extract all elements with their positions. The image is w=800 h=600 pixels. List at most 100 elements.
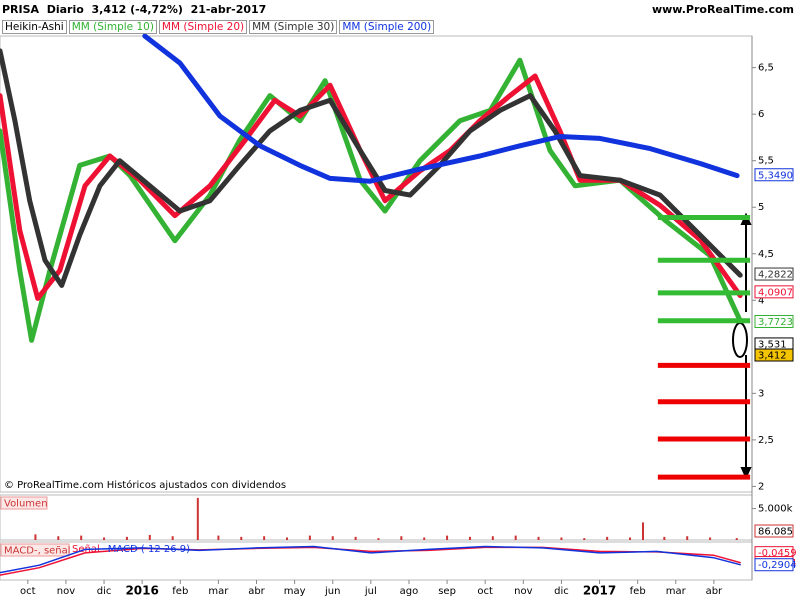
y-tick-label: 6,5 bbox=[758, 63, 774, 74]
x-tick-label: mar bbox=[666, 586, 687, 597]
y-tick-label: 5,5 bbox=[758, 156, 774, 167]
x-tick-label: jun bbox=[324, 586, 340, 597]
x-tick-label: 2017 bbox=[583, 584, 616, 598]
volume-bar bbox=[240, 536, 243, 540]
volume-bar bbox=[400, 536, 403, 540]
y-tick-label: 4,5 bbox=[758, 249, 774, 260]
x-tick-label: dic bbox=[554, 586, 569, 597]
volume-bar bbox=[514, 535, 517, 540]
volume-bar bbox=[560, 537, 563, 540]
volume-bar bbox=[735, 538, 738, 540]
volume-bar bbox=[663, 536, 666, 540]
y-tick-label: 2,5 bbox=[758, 435, 774, 446]
price-label: 3,412 bbox=[758, 351, 787, 362]
series-line bbox=[0, 48, 743, 288]
x-tick-label: ago bbox=[400, 586, 419, 597]
date: 21-abr-2017 bbox=[190, 3, 267, 16]
x-tick-label: may bbox=[284, 586, 306, 597]
x-tick-label: abr bbox=[248, 586, 265, 597]
period: Diario bbox=[46, 3, 84, 16]
price-label: 4,2822 bbox=[758, 270, 793, 281]
x-tick-label: nov bbox=[57, 586, 75, 597]
panel-title-box bbox=[0, 496, 48, 510]
last-value: 86.085 bbox=[758, 527, 793, 538]
series-line bbox=[0, 545, 741, 574]
legend-item: MM (Simple 10) bbox=[68, 20, 157, 34]
volume-bar bbox=[171, 536, 174, 540]
y-tick-label: 5 bbox=[758, 202, 764, 213]
x-tick-label: nov bbox=[514, 586, 532, 597]
volume-bar bbox=[263, 536, 266, 540]
panel-title: Volumen bbox=[4, 499, 48, 510]
price-label-box bbox=[754, 267, 794, 281]
volume-bar bbox=[125, 536, 128, 540]
volume-bar bbox=[57, 536, 60, 540]
volume-bar bbox=[80, 535, 83, 540]
price-label: 3,531 bbox=[758, 339, 787, 350]
header: PRISA Diario 3,412 (-4,72%) 21-abr-2017 bbox=[2, 3, 266, 16]
x-tick-label: oct bbox=[477, 586, 493, 597]
volume-bar bbox=[491, 536, 494, 540]
volume-bar bbox=[217, 535, 220, 540]
volume-bar bbox=[377, 538, 380, 540]
x-tick-label: sep bbox=[438, 586, 456, 597]
legend-item: MACD ( 12 26 9) bbox=[108, 544, 190, 555]
price: 3,412 (-4,72%) bbox=[91, 3, 183, 16]
price-label: 5,3490 bbox=[758, 170, 793, 181]
volume-bar bbox=[34, 534, 37, 540]
panel-title-box bbox=[0, 543, 70, 557]
price-label-box bbox=[754, 314, 794, 328]
price-label-box bbox=[754, 348, 794, 362]
x-tick-label: feb bbox=[172, 586, 188, 597]
series-line bbox=[142, 33, 740, 184]
symbol: PRISA bbox=[2, 3, 40, 16]
y-tick-label: 2 bbox=[758, 481, 764, 492]
x-tick-label: oct bbox=[20, 586, 36, 597]
y-tick-label: 5.000k bbox=[758, 504, 793, 515]
volume-bar bbox=[629, 537, 632, 540]
volume-bar bbox=[468, 536, 471, 540]
x-tick-label: abr bbox=[706, 586, 723, 597]
volume-bar bbox=[103, 537, 106, 540]
volume-bar bbox=[641, 522, 644, 540]
volume-bar bbox=[537, 536, 540, 540]
legend-item: MM (Simple 200) bbox=[339, 20, 435, 34]
panel-title: MACD-, señal bbox=[4, 546, 71, 557]
x-tick-label: 2016 bbox=[125, 584, 158, 598]
x-tick-label: jul bbox=[364, 586, 377, 597]
price-label-box bbox=[754, 168, 794, 182]
x-tick-label: dic bbox=[97, 586, 112, 597]
volume-bar bbox=[583, 538, 586, 540]
x-tick-label: feb bbox=[630, 586, 646, 597]
volume-bar bbox=[286, 537, 289, 540]
style-label: Heikin-Ashi bbox=[2, 20, 67, 34]
site: www.ProRealTime.com bbox=[651, 3, 794, 16]
y-tick-label: 4 bbox=[758, 295, 764, 306]
legend: Heikin-Ashi MM (Simple 10) MM (Simple 20)… bbox=[2, 20, 435, 34]
volume-bar bbox=[446, 535, 449, 540]
price-label: -0,0459 bbox=[758, 548, 797, 559]
volume-bar bbox=[606, 536, 609, 540]
volume-bar bbox=[148, 534, 151, 540]
volume-panel bbox=[0, 494, 753, 541]
main-panel bbox=[0, 35, 753, 493]
y-tick-label: 3 bbox=[758, 388, 764, 399]
price-label-box bbox=[754, 285, 794, 299]
volume-bar bbox=[196, 497, 199, 540]
price-label-box bbox=[754, 558, 794, 572]
y-tick-label: 6 bbox=[758, 109, 764, 120]
price-label: 3,7723 bbox=[758, 317, 793, 328]
legend-item: MM (Simple 30) bbox=[249, 20, 338, 34]
volume-bar bbox=[686, 536, 689, 540]
note: © ProRealTime.com Históricos ajustados c… bbox=[4, 479, 286, 491]
x-tick-label: mar bbox=[208, 586, 229, 597]
volume-bar bbox=[308, 535, 311, 540]
last-value-box bbox=[754, 524, 794, 538]
volume-bar bbox=[709, 537, 712, 540]
series-line bbox=[0, 57, 743, 343]
volume-bar bbox=[331, 536, 334, 540]
volume-bar bbox=[423, 537, 426, 540]
legend-item: MM (Simple 20) bbox=[158, 20, 248, 34]
